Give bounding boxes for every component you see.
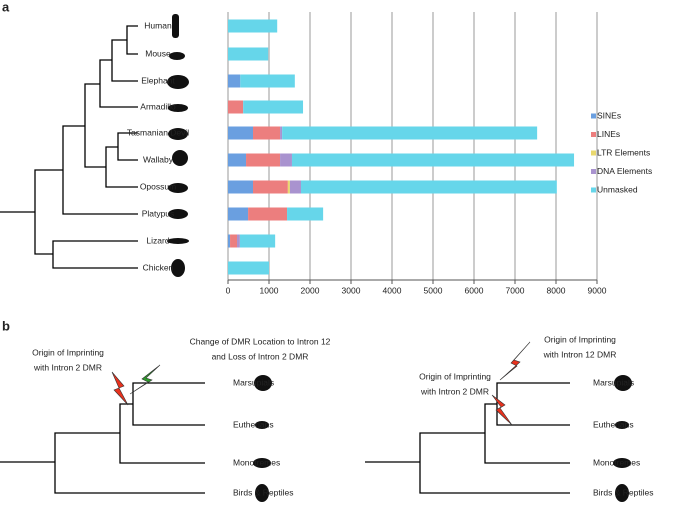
annotation: with Intron 2 DMR (420, 386, 489, 396)
legend-swatch (591, 150, 596, 156)
annotation: with Intron 2 DMR (33, 362, 102, 372)
x-tick-label: 9000 (588, 285, 607, 295)
x-tick-label: 7000 (506, 285, 525, 295)
legend-label: LTR Elements (597, 147, 650, 157)
category-label: Lizard (146, 235, 170, 246)
legend-label: Unmasked (597, 184, 638, 194)
category-label: Mouse (145, 48, 171, 59)
category-label: Opossum (139, 181, 177, 192)
bar-segment (228, 207, 249, 221)
bar-segment (228, 234, 231, 248)
category-label: Elephant (141, 75, 175, 86)
lightning (491, 394, 513, 426)
panel-label: b (2, 318, 10, 333)
category-label: Platypus (141, 208, 175, 219)
x-tick-label: 0 (226, 285, 231, 295)
annotation: Origin of Imprinting (544, 334, 616, 344)
lightning (111, 371, 129, 406)
leaf-label: Birds & Reptiles (593, 487, 653, 497)
category-label: Tasmanian Devil (126, 127, 190, 138)
annotation: Origin of Imprinting (419, 371, 491, 381)
x-tick-label: 2000 (301, 285, 320, 295)
annotation: and Loss of Intron 2 DMR (212, 351, 309, 361)
category-label: Wallaby (143, 154, 173, 165)
bar-segment (228, 180, 254, 194)
leaf-label: Eutherians (593, 419, 634, 429)
annotation: with Intron 12 DMR (543, 349, 617, 359)
legend-swatch (591, 169, 596, 174)
bar-segment (228, 100, 244, 114)
x-tick-label: 5000 (424, 285, 443, 295)
legend-label: SINEs (597, 110, 621, 120)
phylogeny-b-left (0, 382, 205, 494)
bar-segment (237, 234, 240, 248)
bar-segment (228, 153, 247, 167)
annotation: Change of DMR Location to Intron 12 (190, 336, 331, 346)
phylogeny-a (0, 25, 138, 269)
bar-segment (228, 47, 269, 61)
legend-swatch (591, 187, 596, 193)
category-label: Chicken (142, 262, 174, 273)
leaf-label: Eutherians (233, 419, 274, 429)
bar-segment (230, 234, 238, 248)
leaf-label: Marsupials (593, 377, 634, 387)
x-tick-label: 6000 (465, 285, 484, 295)
category-label: Armadillo (140, 101, 176, 112)
bar-segment (228, 126, 254, 140)
x-tick-label: 4000 (383, 285, 402, 295)
bar-segment (239, 234, 276, 248)
x-tick-label: 8000 (547, 285, 566, 295)
bar-segment (248, 207, 288, 221)
leaf-label: Monotremes (233, 457, 280, 467)
bar-segment (253, 180, 288, 194)
bar-segment (228, 261, 269, 275)
bar-segment (282, 126, 538, 140)
bar-segment (228, 74, 241, 88)
leaf-label: Monotremes (593, 457, 640, 467)
bar-segment (243, 100, 304, 114)
lightning (129, 364, 161, 395)
legend-label: LINEs (597, 129, 620, 139)
bar-segment (291, 153, 575, 167)
bar-segment (228, 19, 278, 33)
bar-segment (253, 126, 281, 140)
legend-swatch (591, 132, 596, 137)
legend-swatch (591, 113, 596, 119)
bar-segment (246, 153, 281, 167)
bar-segment (289, 180, 301, 194)
phylogeny-b-right (365, 382, 570, 494)
x-tick-label: 3000 (342, 285, 361, 295)
lightning (499, 341, 531, 381)
panel-label: a (2, 0, 10, 14)
leaf-label: Marsupials (233, 377, 274, 387)
bar-segment (240, 74, 295, 88)
silhouettes (167, 14, 632, 502)
category-label: Human (144, 20, 172, 31)
legend-label: DNA Elements (597, 166, 652, 176)
bar-segment (300, 180, 557, 194)
x-tick-label: 1000 (260, 285, 279, 295)
bar-segment (280, 153, 292, 167)
annotation: Origin of Imprinting (32, 347, 104, 357)
bar-segment (287, 207, 324, 221)
bar-segment (287, 180, 290, 194)
bar-segment (280, 126, 283, 140)
leaf-label: Birds & Reptiles (233, 487, 293, 497)
